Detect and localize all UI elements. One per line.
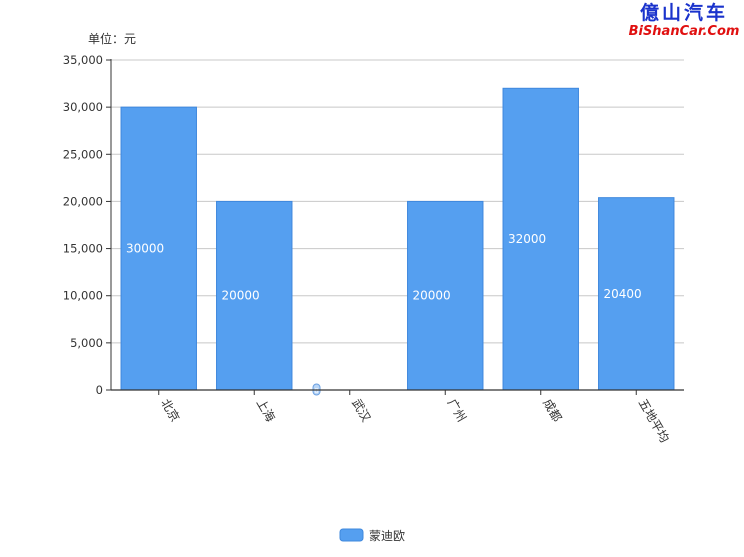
data-label: 20000 xyxy=(222,289,260,303)
y-tick-label: 35,000 xyxy=(63,53,103,67)
unit-label: 单位：元 xyxy=(88,31,136,46)
y-tick-label: 0 xyxy=(96,383,103,397)
y-tick-label: 30,000 xyxy=(63,100,103,114)
data-label: 30000 xyxy=(126,242,164,256)
x-tick-label: 广州 xyxy=(445,397,469,425)
x-tick-label: 北京 xyxy=(158,397,182,425)
y-tick-label: 25,000 xyxy=(63,147,103,161)
bar xyxy=(407,200,484,391)
bar xyxy=(502,87,579,391)
legend-swatch xyxy=(339,528,364,542)
x-tick-label: 上海 xyxy=(254,396,279,424)
watermark-english: BiShanCar.Com xyxy=(628,24,740,39)
data-label: 0 xyxy=(314,387,318,395)
watermark-chinese: 億山汽车 xyxy=(639,2,728,24)
data-label: 20400 xyxy=(604,287,642,301)
x-tick-label: 武汉 xyxy=(349,397,373,425)
y-tick-label: 5,000 xyxy=(70,336,103,350)
bar xyxy=(120,106,197,391)
bar xyxy=(216,200,293,391)
legend-label: 蒙迪欧 xyxy=(369,529,405,543)
y-tick-label: 15,000 xyxy=(63,242,103,256)
y-tick-label: 20,000 xyxy=(63,194,103,208)
data-label: 20000 xyxy=(413,289,451,303)
watermark-logo: 億山汽车 BiShanCar.Com xyxy=(628,2,740,39)
bar xyxy=(598,197,675,391)
data-label: 32000 xyxy=(508,232,546,246)
y-tick-label: 10,000 xyxy=(63,289,103,303)
x-tick-label: 成都 xyxy=(540,397,564,425)
x-tick-label: 五地平均 xyxy=(636,397,672,446)
